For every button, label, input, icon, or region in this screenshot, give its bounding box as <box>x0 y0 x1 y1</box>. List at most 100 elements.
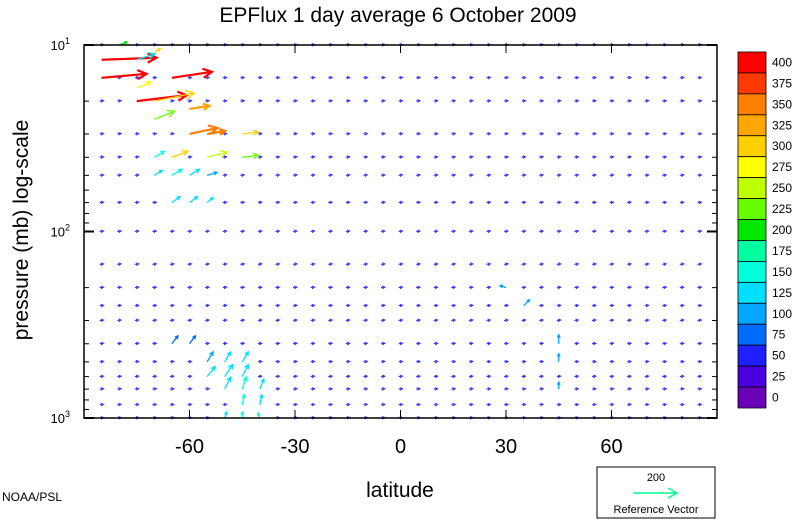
vector-head <box>505 262 510 266</box>
vector-head <box>135 229 140 234</box>
grid-vector <box>187 402 193 407</box>
vector-head <box>329 75 334 80</box>
vector-head <box>311 173 316 177</box>
vector-head <box>487 173 492 177</box>
vector-head <box>610 200 615 205</box>
grid-vector <box>679 173 685 177</box>
vector-head <box>206 341 211 346</box>
grid-vector <box>662 374 668 379</box>
grid-vector <box>627 341 633 346</box>
grid-vector <box>292 131 299 136</box>
grid-vector <box>556 285 562 290</box>
colorbar-swatch <box>737 365 767 388</box>
grid-vector <box>328 318 334 323</box>
grid-vector <box>328 131 334 136</box>
vector-head <box>381 318 387 323</box>
vector-head <box>469 402 474 407</box>
vector-head <box>170 359 176 364</box>
grid-vector <box>328 359 334 364</box>
vector-head <box>170 402 176 407</box>
vector-head <box>241 341 246 346</box>
vector-shaft <box>206 151 228 158</box>
vector-head <box>505 374 510 379</box>
grid-vector <box>679 75 685 80</box>
grid-vector <box>187 229 193 234</box>
vector-head <box>118 200 123 205</box>
vector-head <box>505 200 510 205</box>
grid-vector <box>591 303 598 308</box>
grid-vector <box>609 75 615 80</box>
grid-vector <box>363 318 369 323</box>
vector-head <box>417 75 422 80</box>
vector-head <box>663 303 668 308</box>
vector-head <box>258 131 263 136</box>
grid-vector <box>521 387 527 391</box>
vector-head <box>592 99 598 103</box>
grid-vector <box>416 75 422 80</box>
vector-head <box>153 303 158 308</box>
vector-head <box>592 318 598 323</box>
vector-head <box>153 285 158 290</box>
grid-vector <box>257 155 263 159</box>
vector-head <box>258 200 263 205</box>
vector-head <box>469 229 474 234</box>
vector-head <box>192 334 197 340</box>
vector-head <box>153 402 158 407</box>
vector-head <box>311 318 316 323</box>
grid-vector <box>486 200 492 205</box>
vector-head <box>540 173 545 177</box>
grid-vector <box>644 303 650 308</box>
vector-head <box>575 341 580 346</box>
colorbar-swatch <box>737 114 767 137</box>
vector-head <box>206 285 211 290</box>
vector-head <box>294 285 299 290</box>
grid-vector <box>310 131 316 136</box>
grid-vector <box>644 374 650 379</box>
vector-head <box>469 303 474 308</box>
vector-head <box>100 173 105 177</box>
grid-vector <box>416 387 422 391</box>
vector-head <box>610 285 615 290</box>
vector-head <box>645 131 650 136</box>
grid-vector <box>574 374 580 379</box>
vector-shaft <box>136 53 155 61</box>
vector-head <box>522 229 527 234</box>
vector-head <box>417 131 422 136</box>
grid-vector <box>99 303 105 308</box>
vector-head <box>364 262 369 266</box>
flux-vector <box>154 89 196 102</box>
grid-vector <box>433 99 439 103</box>
vector-head <box>364 99 369 103</box>
grid-vector <box>328 155 334 159</box>
grid-vector <box>169 318 176 323</box>
vector-head <box>592 341 598 346</box>
vector-head <box>592 229 598 234</box>
vector-head <box>213 171 219 176</box>
vector-head <box>381 200 387 205</box>
grid-vector <box>609 374 615 379</box>
grid-vector <box>222 285 228 290</box>
vector-head <box>153 318 158 323</box>
grid-vector <box>169 229 176 234</box>
vector-shaft <box>224 351 232 363</box>
grid-vector <box>451 262 457 266</box>
grid-vector <box>345 387 351 391</box>
x-tick-label: 30 <box>495 436 517 458</box>
vector-head <box>680 374 685 379</box>
vector-head <box>276 200 281 205</box>
vector-head <box>663 359 668 364</box>
flux-vector <box>523 298 531 307</box>
grid-vector <box>644 229 650 234</box>
vector-head <box>153 359 158 364</box>
grid-vector <box>152 131 158 136</box>
vector-head <box>575 303 580 308</box>
vector-head <box>181 149 190 157</box>
reference-vector-arrowhead <box>667 487 679 499</box>
vector-head <box>645 229 650 234</box>
flux-vector <box>241 375 248 390</box>
grid-vector <box>556 374 562 379</box>
vector-head <box>452 99 457 103</box>
vector-head <box>399 303 404 308</box>
vector-head <box>556 352 561 357</box>
vector-head <box>452 131 457 136</box>
